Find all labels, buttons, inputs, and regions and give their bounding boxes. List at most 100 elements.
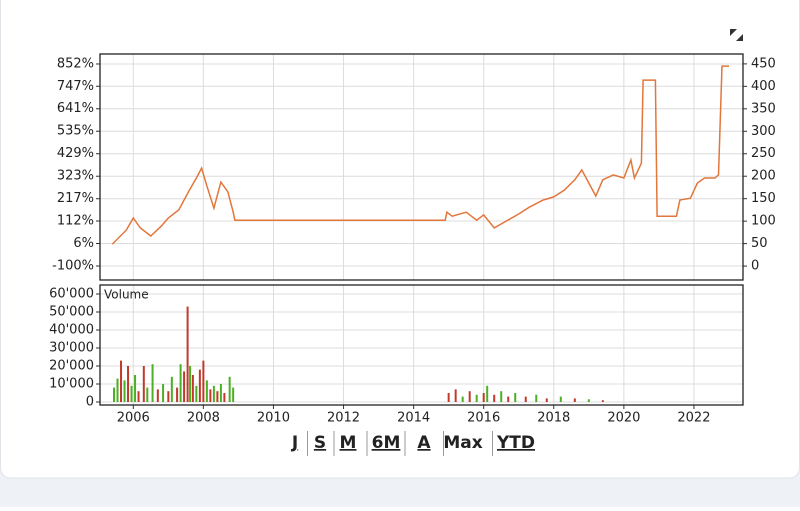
y2-tick-label: 0 xyxy=(751,259,759,274)
x-tick-label: 2008 xyxy=(187,411,220,426)
y-tick-label: 60'000 xyxy=(49,286,94,301)
y2-tick-label: 350 xyxy=(751,101,776,116)
volume-bar xyxy=(202,360,205,402)
volume-bar xyxy=(601,400,604,402)
x-tick-label: 2012 xyxy=(327,411,360,426)
volume-bar xyxy=(156,389,159,402)
volume-bar xyxy=(113,387,116,402)
volume-bar xyxy=(475,394,478,402)
volume-bar xyxy=(162,383,165,402)
y-tick-label: 112% xyxy=(57,214,94,229)
y2-tick-label: 200 xyxy=(751,169,776,184)
volume-bar xyxy=(219,383,222,402)
volume-bar xyxy=(183,371,186,402)
y-tick-label: 50'000 xyxy=(49,304,94,319)
volume-bar xyxy=(151,364,154,402)
y-tick-label: 217% xyxy=(57,191,94,206)
volume-bar xyxy=(587,399,590,402)
expand-arrow xyxy=(730,29,737,36)
y-tick-label: 20'000 xyxy=(49,358,94,373)
volume-bar xyxy=(130,385,133,402)
volume-bar xyxy=(559,396,562,402)
card xyxy=(0,0,800,479)
volume-bar xyxy=(186,306,189,402)
volume-bar xyxy=(195,385,198,402)
x-tick-label: 2006 xyxy=(117,411,150,426)
y-tick-label: 535% xyxy=(57,124,94,139)
volume-bar xyxy=(212,385,215,402)
volume-bar xyxy=(468,391,471,402)
range-button[interactable]: 6M xyxy=(372,433,401,453)
y-tick-label: 852% xyxy=(57,56,94,71)
expand-icon[interactable] xyxy=(730,29,743,41)
volume-bar xyxy=(545,398,548,402)
volume-bar xyxy=(493,394,496,402)
volume-bar xyxy=(137,391,140,402)
volume-bar xyxy=(461,396,464,402)
volume-bar xyxy=(573,398,576,402)
volume-bar xyxy=(223,392,226,402)
volume-bar xyxy=(205,380,208,402)
x-tick-label: 2020 xyxy=(607,411,640,426)
x-tick-label: 2010 xyxy=(257,411,290,426)
y-tick-label: 10'000 xyxy=(49,376,94,391)
x-tick-label: 2016 xyxy=(467,411,500,426)
volume-bar xyxy=(500,391,503,402)
y-tick-label: 30'000 xyxy=(49,340,94,355)
y-tick-label: 429% xyxy=(57,146,94,161)
volume-bar xyxy=(524,396,527,402)
plot-frame xyxy=(99,284,744,406)
volume-bar xyxy=(486,385,489,402)
expand-arrow xyxy=(736,34,743,41)
volume-bar xyxy=(134,374,137,402)
y2-tick-label: 300 xyxy=(751,124,776,139)
range-button[interactable]: S xyxy=(314,433,326,453)
range-button[interactable]: YTD xyxy=(496,433,535,453)
y2-tick-label: 250 xyxy=(751,146,776,161)
y-tick-label: 6% xyxy=(73,236,94,251)
volume-bar xyxy=(191,374,194,402)
volume-bar xyxy=(167,391,170,402)
plot-frame xyxy=(99,53,744,281)
y2-tick-label: 150 xyxy=(751,191,776,206)
volume-bar xyxy=(146,387,149,402)
y2-tick-label: 450 xyxy=(751,56,776,71)
volume-bar xyxy=(198,369,201,402)
range-button[interactable]: A xyxy=(417,433,431,453)
volume-bar xyxy=(179,364,182,402)
volume-bar xyxy=(116,378,119,402)
volume-bar xyxy=(454,389,457,402)
volume-bar xyxy=(123,380,126,402)
x-tick-label: 2014 xyxy=(397,411,430,426)
volume-bar xyxy=(189,365,192,402)
panel-title: Volume xyxy=(104,288,149,302)
y-tick-label: 641% xyxy=(57,101,94,116)
range-button[interactable]: M xyxy=(340,433,357,453)
range-button[interactable]: J xyxy=(291,433,298,453)
volume-bar xyxy=(535,394,538,402)
volume-bar xyxy=(176,387,179,402)
y2-tick-label: 400 xyxy=(751,79,776,94)
y-tick-label: 40'000 xyxy=(49,322,94,337)
volume-bar xyxy=(447,392,450,402)
price-line xyxy=(111,65,729,245)
y2-tick-label: 100 xyxy=(751,214,776,229)
x-tick-label: 2022 xyxy=(677,411,710,426)
y-tick-label: 323% xyxy=(57,169,94,184)
volume-bar xyxy=(228,376,231,402)
volume-bar xyxy=(482,392,485,402)
y-tick-label: 747% xyxy=(57,79,94,94)
y2-tick-label: 50 xyxy=(751,236,768,251)
volume-bar xyxy=(216,391,219,402)
volume-bar xyxy=(127,365,130,402)
volume-bar xyxy=(209,389,212,402)
volume-bar xyxy=(507,396,510,402)
range-button[interactable]: Max xyxy=(443,433,482,453)
volume-bar xyxy=(232,387,235,402)
x-tick-label: 2018 xyxy=(537,411,570,426)
volume-bar xyxy=(514,392,517,402)
volume-bar xyxy=(142,365,145,402)
y-tick-label: 0 xyxy=(86,394,94,409)
